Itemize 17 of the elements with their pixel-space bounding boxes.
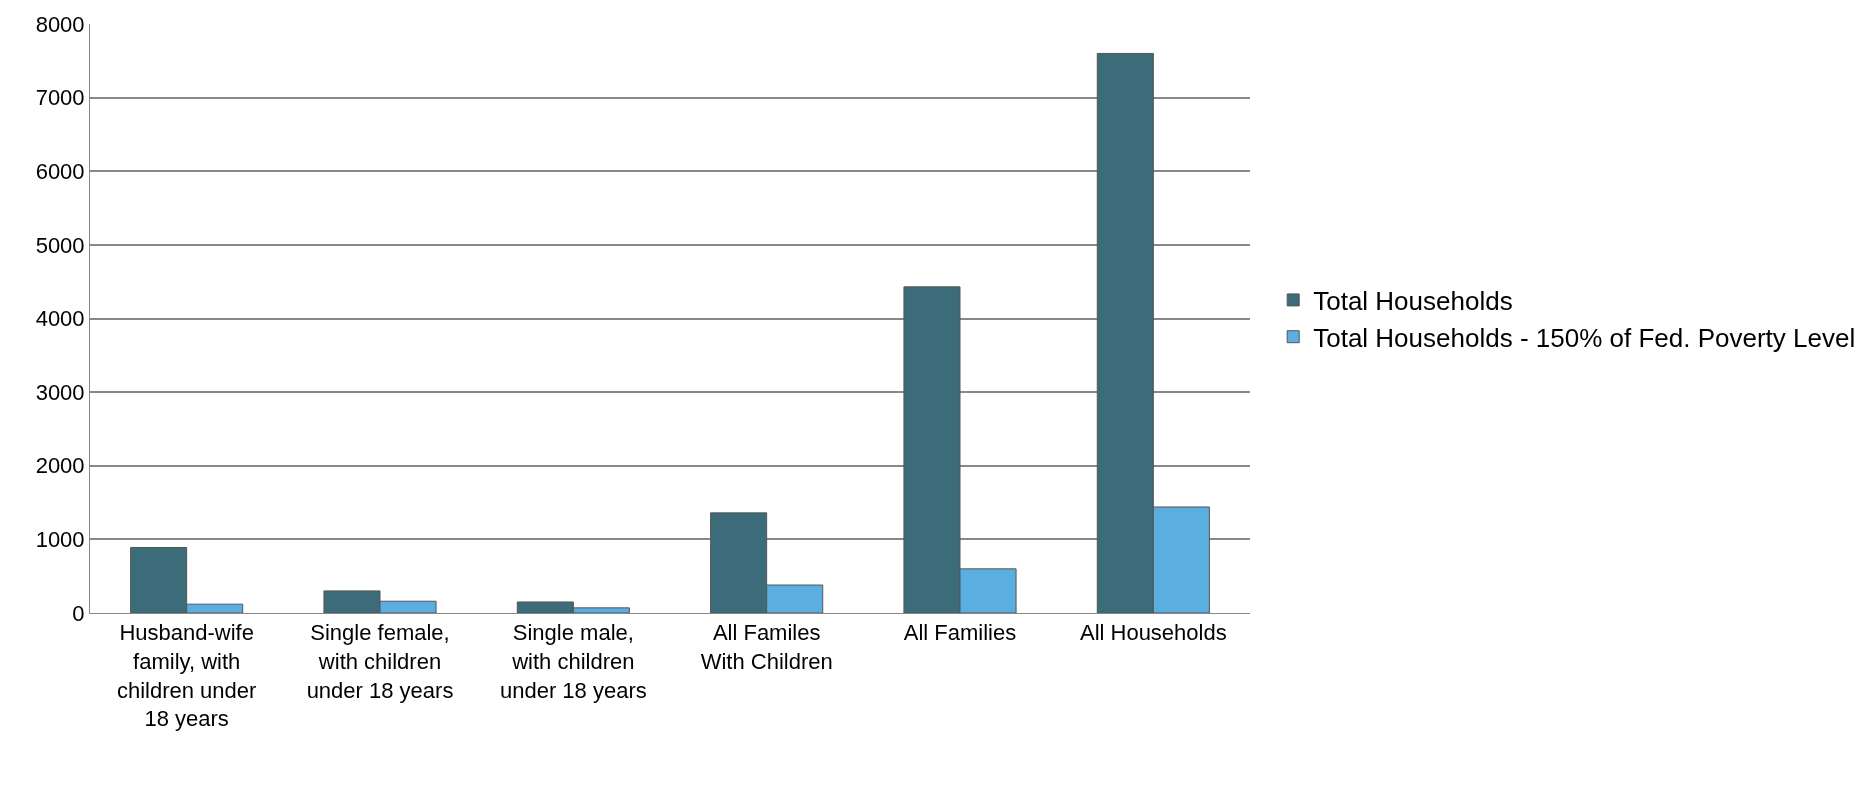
y-tick-label: 7000	[35, 85, 85, 111]
legend-label: Total Households - 150% of Fed. Poverty Level	[1313, 322, 1856, 353]
legend-label: Total Households	[1313, 286, 1513, 317]
x-tick-label: Husband-wife family, with children under 18 years	[116, 620, 257, 732]
x-tick-label: All Families	[903, 620, 1017, 646]
x-tick-label: Single female, with children under 18 years	[306, 620, 454, 703]
y-tick-label: 1000	[35, 527, 85, 553]
x-tick-label: All Households	[1079, 620, 1227, 646]
y-tick-label: 2000	[35, 453, 85, 479]
y-tick-label: 3000	[35, 379, 85, 405]
y-tick-label: 8000	[35, 11, 85, 37]
y-tick-label: 0	[72, 600, 85, 626]
x-tick-label: All Familes With Children	[700, 620, 833, 674]
y-tick-label: 6000	[35, 158, 85, 184]
y-tick-label: 4000	[35, 306, 85, 332]
y-tick-label: 5000	[35, 232, 85, 258]
x-tick-label: Single male, with children under 18 years	[499, 620, 647, 703]
